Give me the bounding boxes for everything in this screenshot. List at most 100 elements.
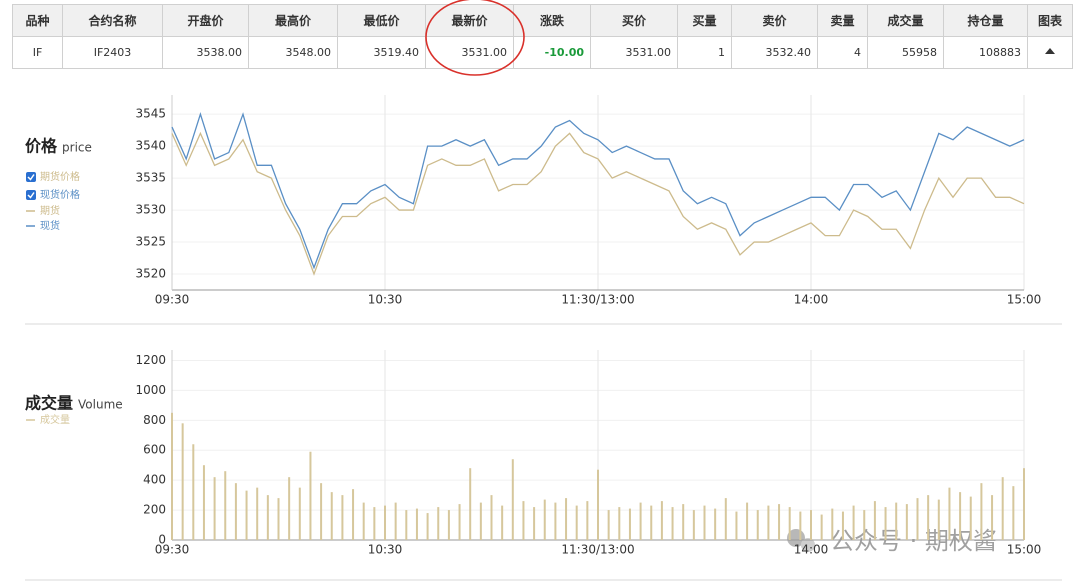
- y-tick-label: 3530: [135, 203, 166, 217]
- volume-bar: [650, 505, 653, 540]
- checkmark: [27, 192, 35, 199]
- volume-bar: [575, 505, 578, 540]
- table-cell[interactable]: [1027, 36, 1073, 69]
- y-tick-label: 200: [143, 503, 166, 517]
- y-tick-label: 0: [158, 533, 166, 547]
- checkbox[interactable]: [26, 172, 36, 182]
- volume-bar: [1001, 477, 1004, 540]
- volume-bar: [778, 504, 781, 540]
- volume-bar: [384, 505, 386, 540]
- table-row: IF IF2403 3538.00 3548.00 3519.40 3531.00 -10.…: [12, 36, 1073, 69]
- volume-bar: [341, 495, 344, 540]
- y-tick-label: 3525: [135, 235, 166, 249]
- volume-bar: [171, 412, 173, 540]
- volume-bar: [884, 507, 887, 540]
- volume-bar: [948, 487, 951, 540]
- y-tick-label: 3545: [135, 107, 166, 121]
- volume-bar: [586, 501, 589, 540]
- table-cell: 3519.40: [337, 36, 426, 69]
- x-tick-label: 11:30/13:00: [561, 543, 634, 557]
- volume-bar: [969, 496, 972, 540]
- volume-bar: [831, 508, 834, 540]
- volume-bar: [234, 483, 237, 540]
- volume-bar: [362, 502, 365, 540]
- volume-bar: [980, 483, 983, 540]
- x-tick-label: 10:30: [368, 543, 403, 557]
- volume-bar: [937, 499, 940, 540]
- volume-bar: [905, 504, 908, 540]
- table-cell: 品种: [12, 4, 63, 37]
- chart-toggle-icon[interactable]: [1044, 46, 1056, 56]
- volume-bar: [437, 507, 440, 540]
- volume-bar: [873, 501, 876, 540]
- checkbox[interactable]: [26, 190, 36, 200]
- volume-bar: [373, 507, 376, 540]
- volume-bar: [330, 492, 333, 540]
- volume-bar: [991, 495, 994, 540]
- volume-bar: [277, 498, 280, 540]
- volume-bar: [671, 507, 674, 540]
- volume-bar: [756, 510, 759, 540]
- volume-bar: [916, 498, 919, 540]
- watermark-icon: [801, 538, 815, 552]
- volume-bar: [788, 507, 791, 540]
- table-cell: IF2403: [62, 36, 163, 69]
- x-tick-label: 14:00: [794, 293, 829, 307]
- volume-bar: [192, 444, 195, 540]
- volume-bar: [415, 508, 418, 540]
- volume-bar: [245, 490, 248, 540]
- volume-bar: [458, 504, 461, 540]
- table-cell: 3538.00: [162, 36, 249, 69]
- volume-bar: [692, 510, 695, 540]
- volume-bar: [256, 487, 259, 540]
- y-tick-label: 800: [143, 413, 166, 427]
- volume-bar: [810, 510, 812, 540]
- volume-bar: [714, 508, 717, 540]
- toggle-label: 期货价格: [40, 170, 80, 183]
- chart: 成交量 Volume 成交量 0 200 400 600 800 1000 1200 09:30 10…: [25, 350, 1041, 557]
- y-tick-label: 400: [143, 473, 166, 487]
- volume-bar: [863, 510, 866, 540]
- y-tick-label: 1200: [135, 353, 166, 367]
- volume-bar: [202, 465, 205, 540]
- table-cell: 买价: [590, 4, 678, 37]
- volume-bar: [447, 510, 450, 540]
- volume-bar: [841, 511, 844, 540]
- table-cell: 最低价: [337, 4, 426, 37]
- x-tick-label: 09:30: [155, 543, 190, 557]
- x-tick-label: 09:30: [155, 293, 190, 307]
- highlight-circle: [425, 0, 525, 76]
- price-line: [171, 112, 1025, 270]
- x-tick-label: 14:00: [794, 543, 829, 557]
- volume-bar: [298, 487, 301, 540]
- volume-bar: [660, 501, 663, 540]
- volume-bar: [597, 469, 599, 540]
- table-cell: 4: [817, 36, 868, 69]
- volume-bar: [895, 502, 898, 540]
- volume-bar: [639, 502, 642, 540]
- table-cell: -10.00: [513, 36, 591, 69]
- y-tick-label: 1000: [135, 383, 166, 397]
- volume-bar: [511, 459, 514, 540]
- volume-bar: [309, 451, 312, 540]
- legend-label: 期货: [40, 204, 60, 217]
- volume-bar: [607, 510, 610, 540]
- volume-bar: [501, 505, 504, 540]
- y-tick-label: 3535: [135, 171, 166, 185]
- volume-bar: [490, 495, 493, 540]
- table-cell: 55958: [867, 36, 944, 69]
- volume-bar: [224, 471, 227, 540]
- checkmark: [27, 174, 35, 181]
- volume-bar: [852, 505, 855, 540]
- x-tick-label: 15:00: [1007, 293, 1042, 307]
- table-cell: 3531.00: [590, 36, 678, 69]
- volume-bar: [959, 492, 962, 540]
- chart-subtitle: price: [62, 141, 92, 155]
- volume-bar: [746, 502, 749, 540]
- volume-bar: [682, 504, 685, 540]
- volume-bar: [703, 505, 706, 540]
- table-cell: 3548.00: [248, 36, 338, 69]
